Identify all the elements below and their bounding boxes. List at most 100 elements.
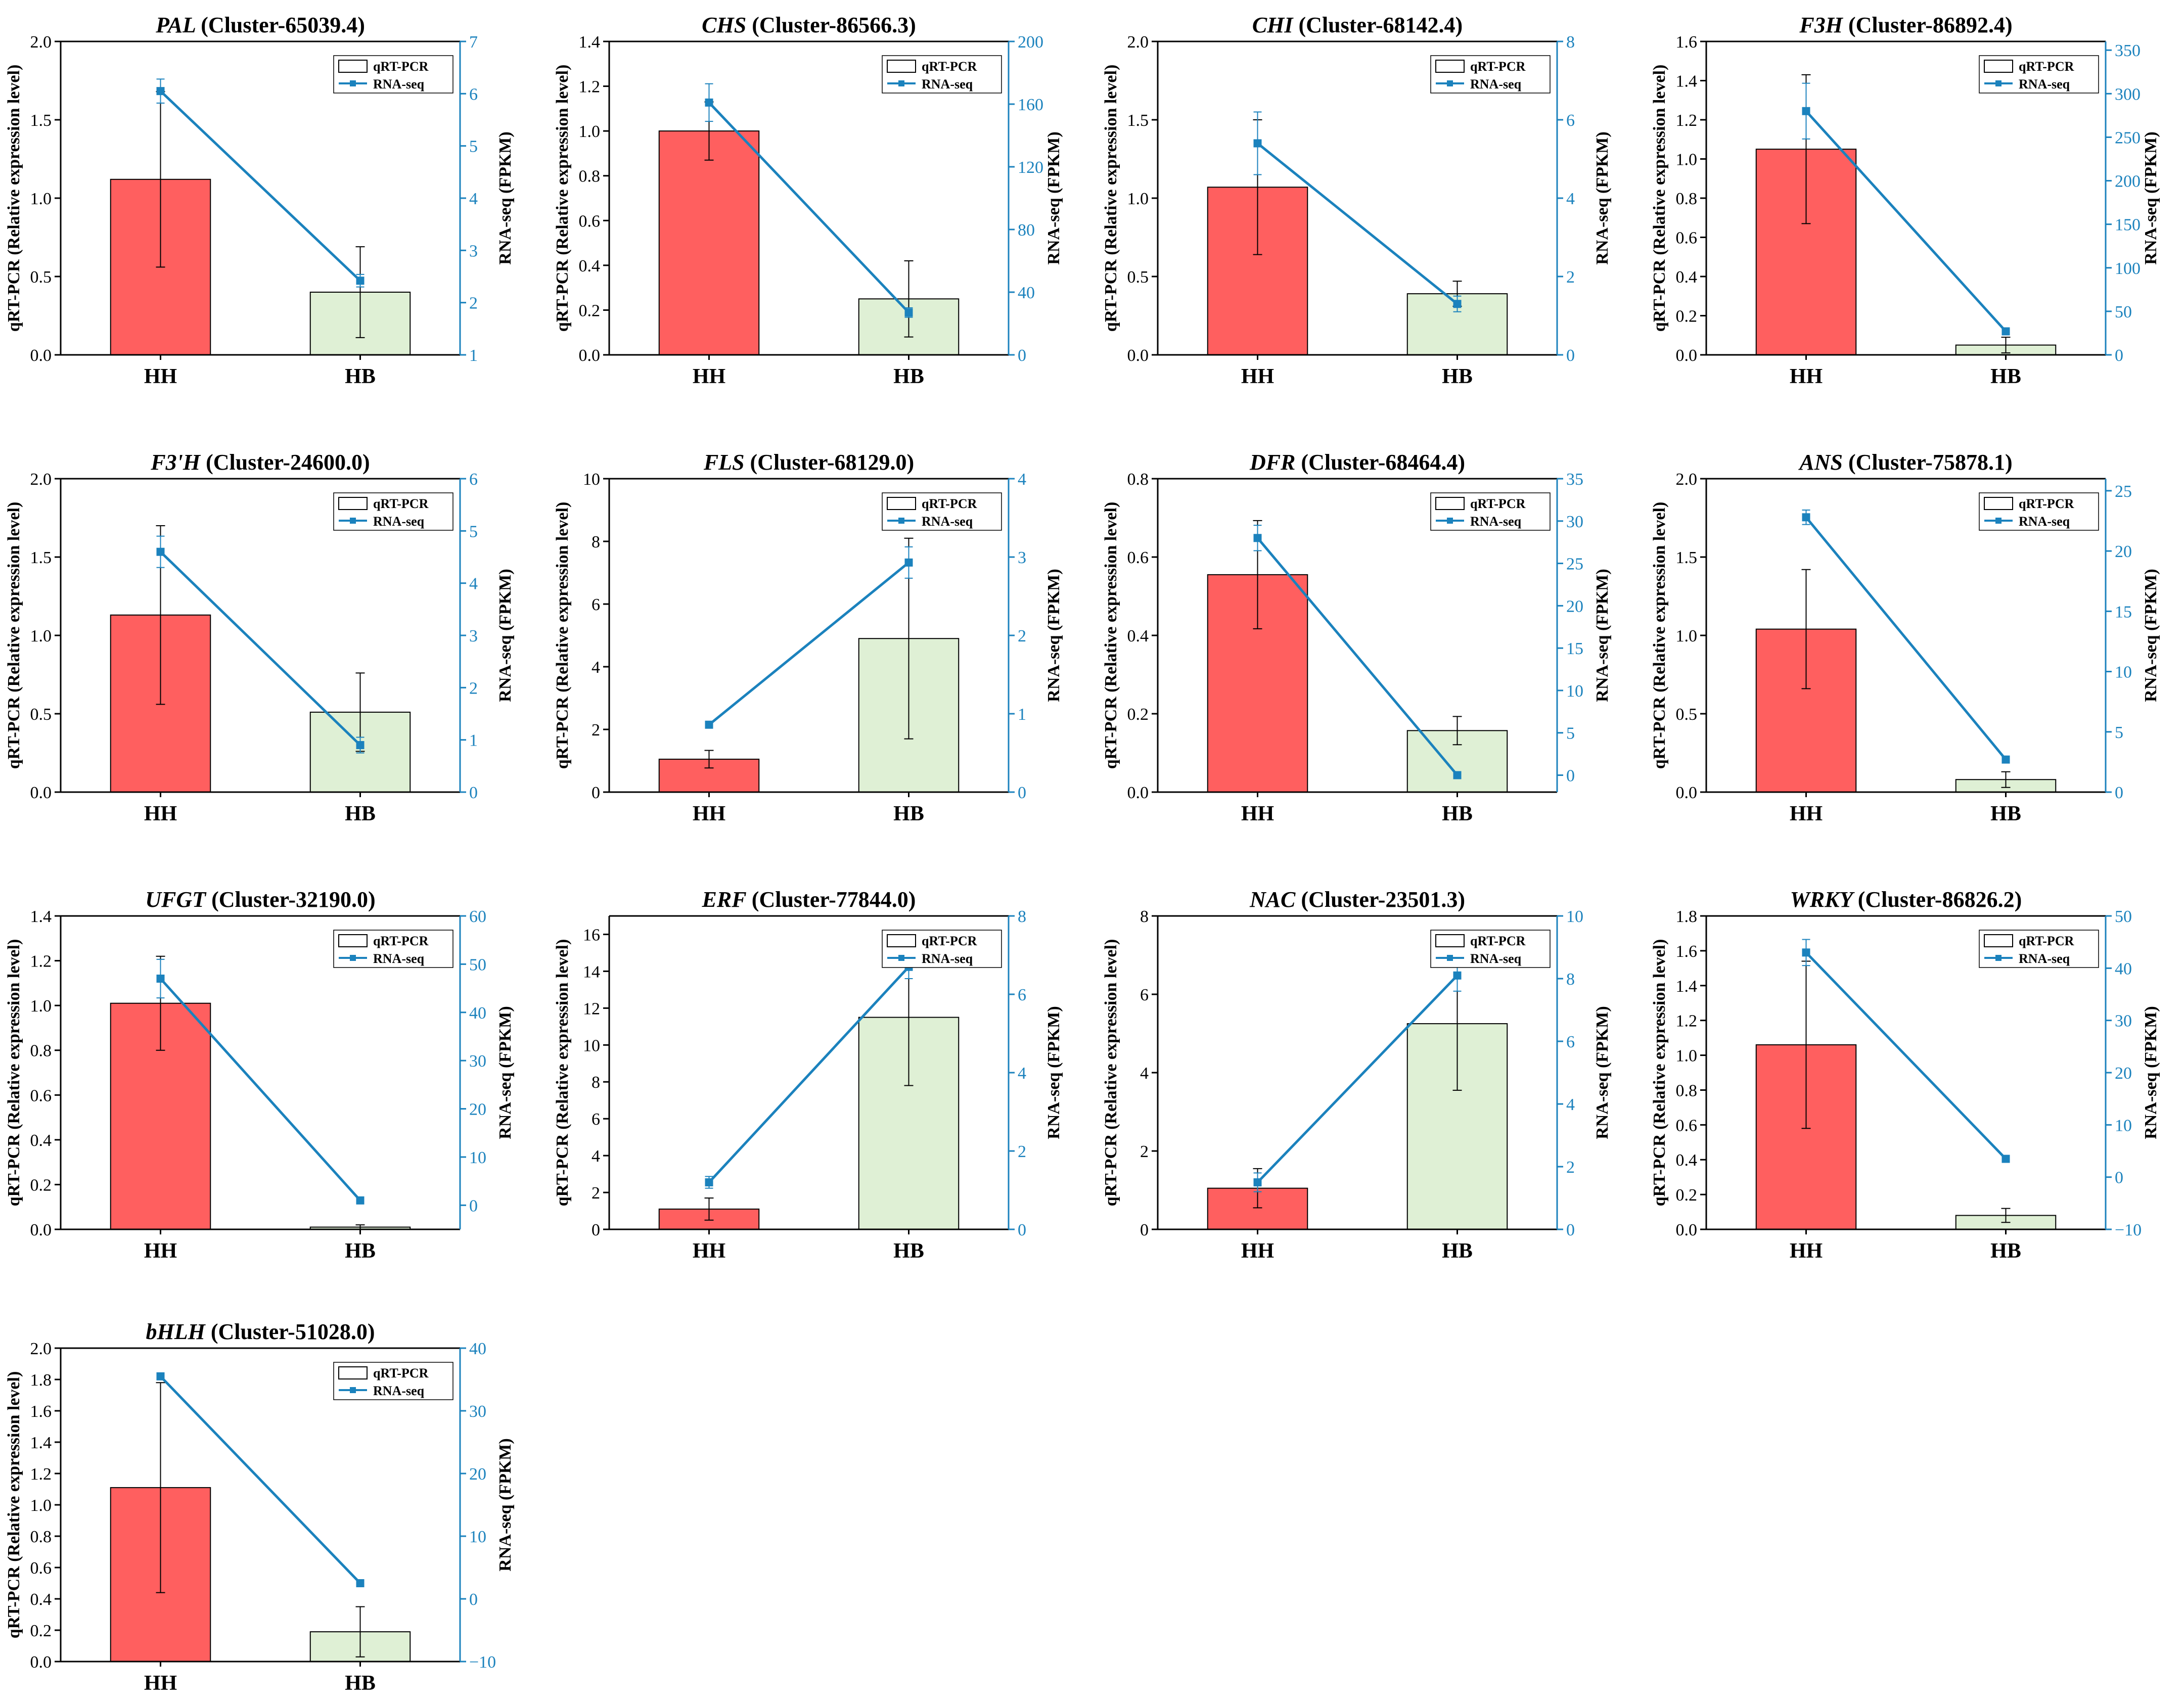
chart-panel-5: F3'H (Cluster-24600.0) 0.0 0.5 1.0 1.5 2.0 0 1 2…	[5, 450, 515, 825]
right-tick-label: 10	[2115, 1116, 2132, 1135]
left-tick-label: 1.0	[579, 122, 601, 141]
right-tick-label: 5	[2115, 723, 2123, 742]
chart-title: F3'H (Cluster-24600.0)	[150, 450, 370, 475]
left-axis-title: qRT-PCR (Relative expression level)	[553, 502, 572, 769]
left-tick-label: 2.0	[30, 33, 52, 52]
right-axis-title: RNA-seq (FPKM)	[2142, 131, 2160, 264]
right-tick-label: 25	[2115, 482, 2132, 501]
left-tick-label: 0.0	[30, 784, 52, 802]
right-tick-label: 2	[1566, 268, 1575, 287]
rna-seq-line	[1256, 975, 1459, 1183]
rna-point-HH	[156, 1372, 165, 1380]
legend-bar-swatch	[887, 60, 916, 73]
left-tick-label: 0.0	[579, 346, 601, 365]
right-tick-label: 1	[469, 731, 478, 750]
category-label-HH: HH	[144, 1239, 177, 1263]
rna-seq-line	[1805, 951, 2007, 1160]
left-tick-label: 1.0	[30, 627, 52, 646]
chart-panel-6: FLS (Cluster-68129.0) 0 2 4 6 8 10 0 1 2 3 4 HH HB qRT…	[553, 450, 1063, 825]
left-tick-label: 0.4	[1127, 627, 1149, 646]
cluster-id: (Cluster-86826.2)	[1858, 887, 2022, 912]
gene-name: PAL	[155, 13, 201, 37]
left-tick-label: 0.8	[30, 1528, 52, 1546]
legend-bar-swatch	[1435, 934, 1465, 947]
rna-point-HH	[705, 98, 713, 107]
left-tick-label: 1.0	[30, 1496, 52, 1515]
chart-title: CHS (Cluster-86566.3)	[702, 13, 916, 37]
cluster-id: (Cluster-75878.1)	[1848, 450, 2013, 475]
right-tick-label: 30	[469, 1402, 486, 1421]
right-tick-label: 0	[469, 784, 478, 802]
rna-point-HH	[1802, 513, 1810, 522]
right-tick-label: 20	[2115, 1064, 2132, 1083]
right-tick-label: 0	[1566, 766, 1575, 785]
category-label-HH: HH	[1241, 365, 1274, 388]
left-tick-label: 0.0	[1127, 346, 1149, 365]
category-label-HB: HB	[1442, 802, 1473, 825]
rna-point-HB	[1453, 300, 1462, 308]
left-tick-label: 0.2	[30, 1176, 52, 1194]
right-tick-label: 6	[1566, 1033, 1575, 1051]
legend-bar-label: qRT-PCR	[1470, 496, 1526, 511]
rna-point-HB	[356, 277, 365, 285]
legend-line-marker	[350, 1387, 356, 1393]
left-tick-label: 0.6	[1676, 229, 1698, 248]
left-tick-label: 0.8	[1676, 1081, 1698, 1100]
right-axis-title: RNA-seq (FPKM)	[2142, 1006, 2160, 1139]
category-label-HH: HH	[693, 1239, 725, 1263]
right-axis-title: RNA-seq (FPKM)	[1044, 569, 1063, 702]
category-label-HH: HH	[1790, 802, 1823, 825]
left-tick-label: 2.0	[1676, 470, 1698, 489]
left-tick-label: 2.0	[1127, 33, 1149, 52]
cluster-id: (Cluster-23501.3)	[1301, 887, 1465, 912]
left-axis-title: qRT-PCR (Relative expression level)	[553, 65, 572, 332]
left-tick-label: 16	[583, 926, 600, 944]
left-tick-label: 1.0	[1127, 190, 1149, 208]
rna-point-HB	[356, 741, 365, 749]
right-tick-label: 0	[2115, 346, 2123, 365]
left-tick-label: 4	[592, 1147, 600, 1166]
legend-line-marker	[1447, 955, 1453, 961]
right-tick-label: 6	[1566, 111, 1575, 130]
left-tick-label: 0.4	[1676, 268, 1698, 287]
left-tick-label: 1.2	[1676, 111, 1698, 130]
left-axis-title: qRT-PCR (Relative expression level)	[5, 939, 23, 1207]
gene-name: F3'H	[150, 450, 206, 475]
right-tick-label: 300	[2115, 85, 2141, 104]
left-tick-label: 0.6	[30, 1559, 52, 1578]
left-axis-title: qRT-PCR (Relative expression level)	[1102, 939, 1120, 1207]
legend-line-marker	[898, 80, 904, 86]
right-tick-label: 1	[1018, 705, 1026, 724]
gene-name: CHS	[702, 13, 752, 37]
legend-bar-label: qRT-PCR	[2019, 59, 2074, 74]
legend-bar-label: qRT-PCR	[1470, 59, 1526, 74]
right-tick-label: 2	[1566, 1158, 1575, 1177]
category-label-HH: HH	[1790, 1239, 1823, 1263]
legend-line-label: RNA-seq	[2019, 951, 2070, 966]
left-tick-label: 0.0	[1676, 784, 1698, 802]
category-label-HB: HB	[345, 365, 376, 388]
legend-bar-label: qRT-PCR	[373, 59, 429, 74]
left-tick-label: 0.8	[1127, 470, 1149, 489]
cluster-id: (Cluster-24600.0)	[206, 450, 370, 475]
legend-line-marker	[1995, 80, 2001, 86]
right-tick-label: 8	[1018, 907, 1026, 926]
legend-bar-label: qRT-PCR	[373, 934, 429, 948]
right-tick-label: 6	[469, 85, 478, 104]
left-tick-label: 1.0	[1676, 627, 1698, 646]
category-label-HB: HB	[893, 802, 924, 825]
right-tick-label: 7	[469, 33, 478, 52]
right-tick-label: 80	[1018, 221, 1035, 240]
right-tick-label: 4	[469, 575, 478, 593]
left-tick-label: 0.2	[579, 301, 601, 320]
rna-point-HH	[705, 720, 713, 729]
right-tick-label: 40	[2115, 959, 2132, 978]
chart-panel-9: UFGT (Cluster-32190.0) 0.0 0.2 0.4 0.6 0.8 1.0…	[5, 887, 515, 1263]
right-tick-label: 30	[2115, 1012, 2132, 1031]
left-tick-label: 0.2	[30, 1622, 52, 1640]
left-tick-label: 2.0	[30, 1340, 52, 1358]
rna-point-HH	[705, 1178, 713, 1186]
legend-bar-swatch	[1984, 934, 2013, 947]
right-axis-title: RNA-seq (FPKM)	[496, 1438, 515, 1571]
